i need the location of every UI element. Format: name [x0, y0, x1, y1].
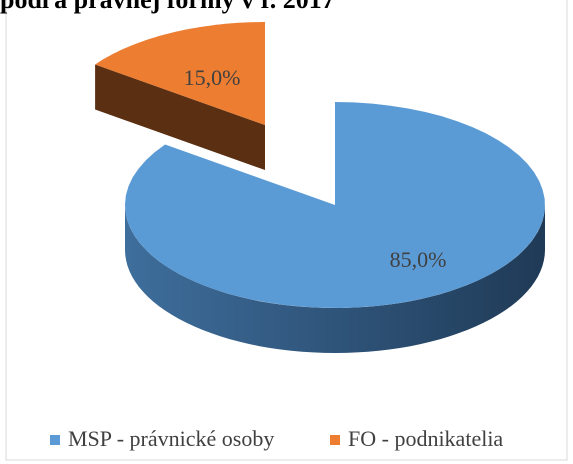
data-label: 85,0%	[390, 247, 447, 272]
legend-label: FO - podnikatelia	[348, 426, 503, 451]
legend-swatch	[330, 435, 340, 445]
data-label: 15,0%	[184, 65, 241, 90]
legend-swatch	[50, 435, 60, 445]
slice	[125, 102, 545, 308]
slice-side	[95, 64, 265, 170]
slice	[95, 22, 265, 125]
slice-wall	[125, 205, 545, 353]
legend-label: MSP - právnické osoby	[68, 426, 274, 451]
chart-title: podľa právnej formy v r. 2017	[0, 0, 335, 14]
